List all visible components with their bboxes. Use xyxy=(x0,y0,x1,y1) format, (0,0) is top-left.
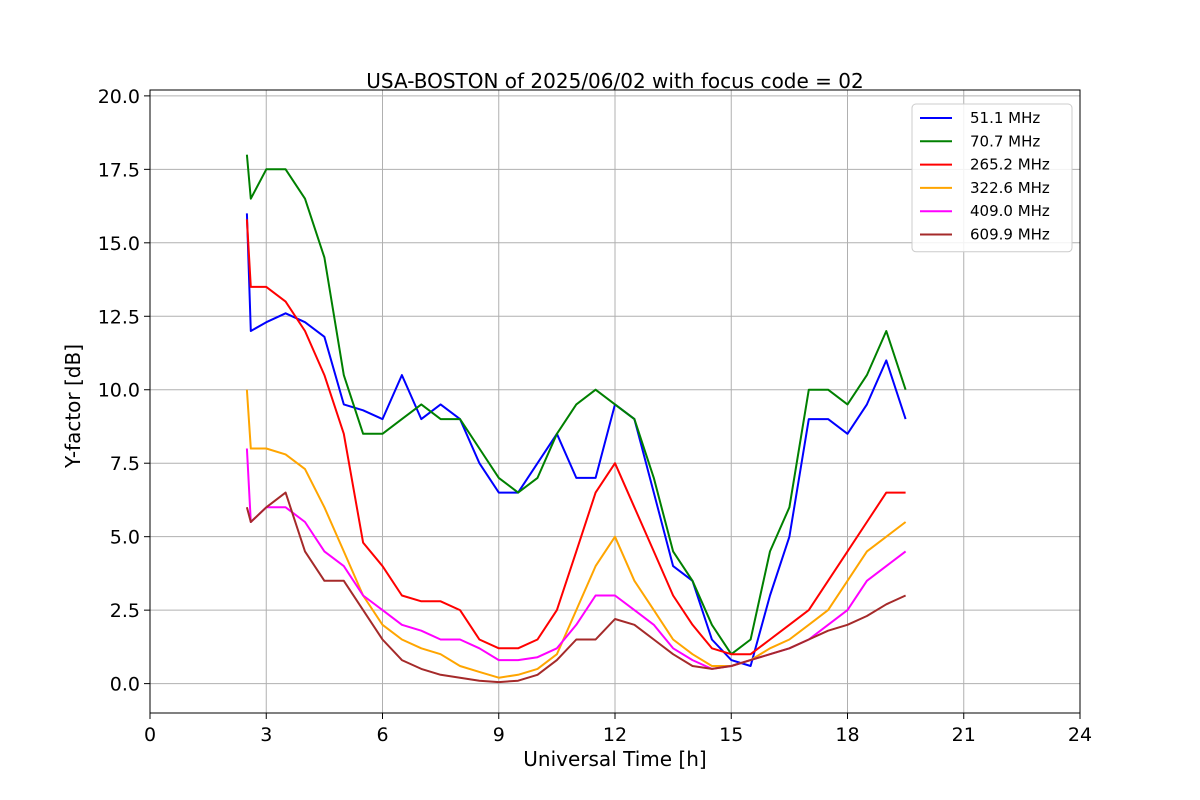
y-axis-label: Y-factor [dB] xyxy=(61,344,85,469)
legend-label: 409.0 MHz xyxy=(970,202,1050,220)
x-axis-label: Universal Time [h] xyxy=(523,747,706,771)
x-tick-label: 6 xyxy=(376,724,388,746)
x-tick-label: 18 xyxy=(835,724,859,746)
y-tick-label: 2.5 xyxy=(110,600,140,622)
series-line-1 xyxy=(245,154,907,656)
x-tick-label: 24 xyxy=(1068,724,1092,746)
chart-title: USA-BOSTON of 2025/06/02 with focus code… xyxy=(366,69,863,93)
x-tick-label: 15 xyxy=(719,724,743,746)
y-tick-label: 7.5 xyxy=(110,453,140,475)
legend-label: 609.9 MHz xyxy=(970,226,1050,244)
series-line-0 xyxy=(245,213,907,667)
y-axis: 0.0 2.5 5.0 7.5 10.0 12.5 15.0 17.5 20.0 xyxy=(98,86,150,696)
x-tick-label: 21 xyxy=(952,724,976,746)
y-tick-label: 5.0 xyxy=(110,527,140,549)
series-line-3 xyxy=(245,389,907,679)
y-tick-label: 10.0 xyxy=(98,380,140,402)
y-tick-label: 20.0 xyxy=(98,86,140,108)
legend-label: 265.2 MHz xyxy=(970,156,1050,174)
plot-lines xyxy=(245,154,907,684)
y-tick-label: 17.5 xyxy=(98,159,140,181)
x-axis: 0 3 6 9 12 15 18 21 24 xyxy=(144,713,1092,746)
legend: 51.1 MHz 70.7 MHz 265.2 MHz 322.6 MHz 409.0… xyxy=(911,103,1073,253)
y-tick-label: 0.0 xyxy=(110,674,140,696)
series-line-2 xyxy=(245,219,906,656)
legend-label: 70.7 MHz xyxy=(970,132,1040,150)
legend-label: 322.6 MHz xyxy=(970,179,1050,197)
x-tick-label: 9 xyxy=(493,724,505,746)
y-tick-label: 15.0 xyxy=(98,233,140,255)
legend-label: 51.1 MHz xyxy=(970,109,1040,127)
x-tick-label: 3 xyxy=(260,724,272,746)
y-tick-label: 12.5 xyxy=(98,306,140,328)
x-tick-label: 12 xyxy=(603,724,627,746)
x-tick-label: 0 xyxy=(144,724,156,746)
series-line-5 xyxy=(245,491,907,684)
